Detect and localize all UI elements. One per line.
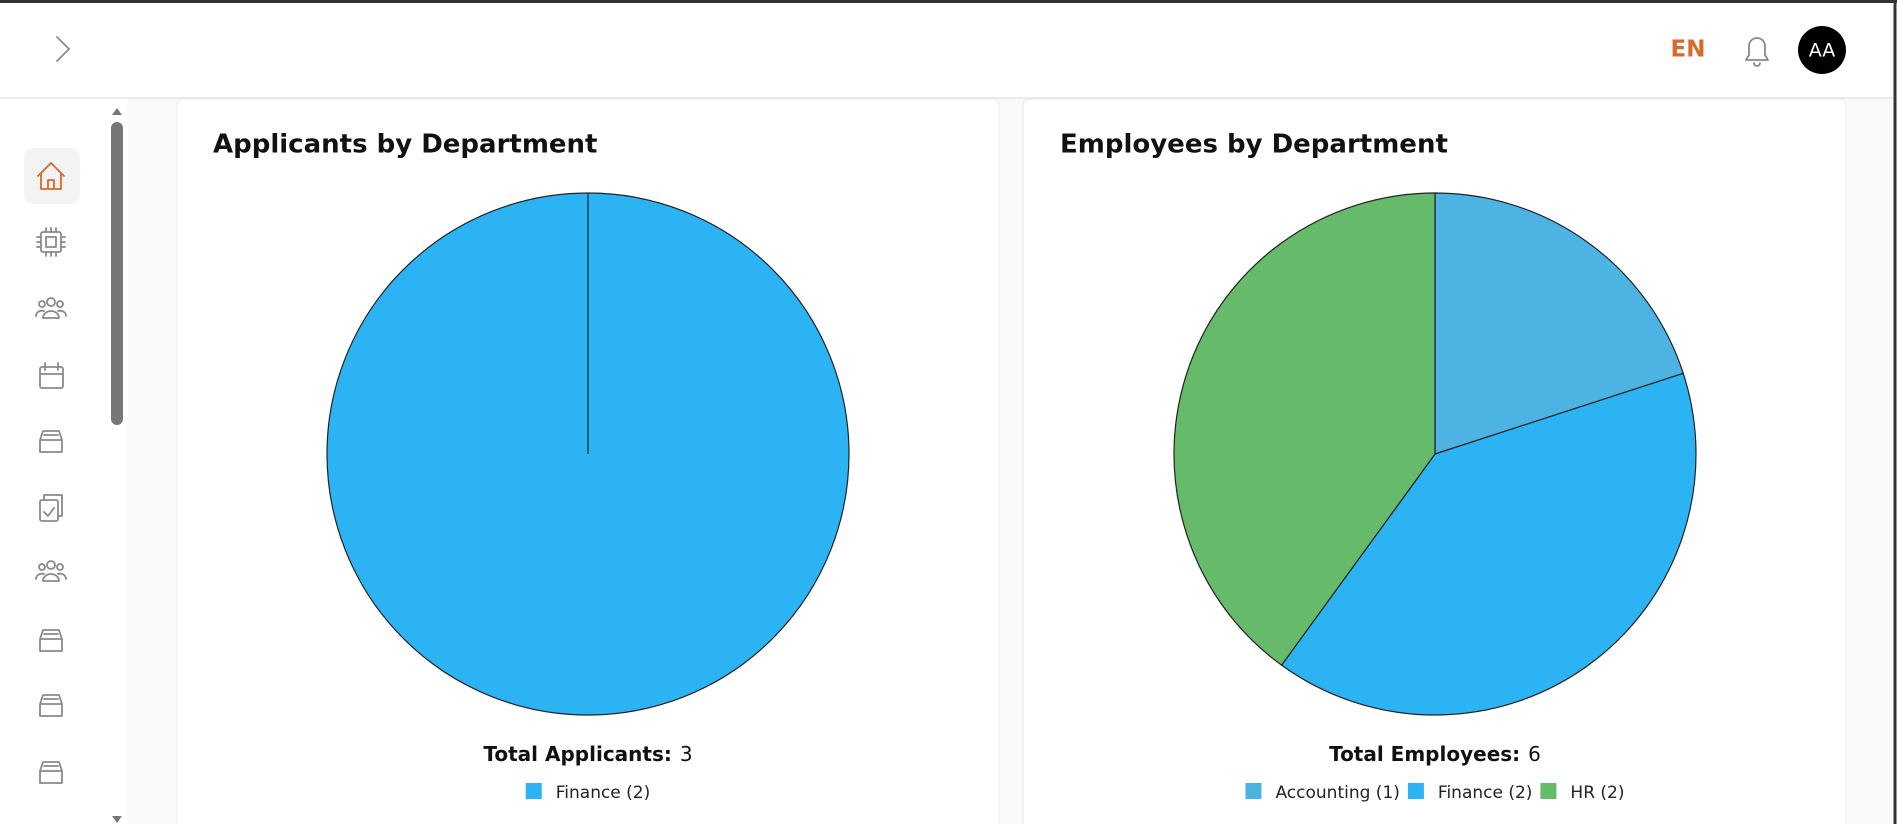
nav-active-bg bbox=[24, 148, 80, 204]
legend-label: Finance (2) bbox=[1438, 783, 1533, 803]
nav-archive-2[interactable] bbox=[39, 629, 63, 652]
language[interactable]: EN bbox=[1671, 37, 1706, 63]
legend-label: HR (2) bbox=[1570, 783, 1624, 803]
nav-archive[interactable] bbox=[39, 430, 63, 453]
legend-label: Accounting (1) bbox=[1275, 783, 1399, 803]
legend-swatch bbox=[525, 783, 542, 799]
legend-label: Finance (2) bbox=[556, 783, 651, 803]
nav-archive-3[interactable] bbox=[39, 694, 63, 717]
legend-swatch bbox=[1407, 783, 1424, 799]
total: Total Applicants: 3 bbox=[483, 742, 692, 766]
notifications[interactable] bbox=[1745, 37, 1769, 67]
total: Total Employees: 6 bbox=[1329, 742, 1541, 766]
expand-sidebar[interactable] bbox=[56, 36, 70, 62]
legend-swatch bbox=[1245, 783, 1262, 799]
pie-slice bbox=[1434, 192, 1684, 455]
pie-slice bbox=[1173, 192, 1436, 666]
legend: Accounting (1) Finance (2) HR (2) bbox=[1245, 783, 1625, 803]
avatar-initials: AA bbox=[1809, 40, 1836, 62]
scroll-up[interactable] bbox=[112, 108, 122, 115]
nav-chip[interactable] bbox=[36, 227, 66, 257]
legend-swatch bbox=[1540, 783, 1557, 799]
nav-team[interactable] bbox=[35, 560, 67, 582]
nav-calendar[interactable] bbox=[39, 362, 64, 389]
scroll-down[interactable] bbox=[112, 816, 122, 823]
total-label: Total Employees: bbox=[1329, 742, 1520, 766]
nav-tasks[interactable] bbox=[39, 494, 63, 522]
nav-archive-4[interactable] bbox=[39, 761, 63, 784]
total-label: Total Applicants: bbox=[483, 742, 671, 766]
nav-home[interactable] bbox=[37, 162, 65, 190]
bell-icon bbox=[1745, 37, 1769, 67]
chart-title: Employees by Department bbox=[1060, 130, 1448, 160]
total-value: 6 bbox=[1528, 742, 1541, 766]
total-value: 3 bbox=[680, 742, 693, 766]
scrollbar-thumb[interactable] bbox=[111, 122, 123, 425]
pie-slice bbox=[1280, 372, 1697, 716]
header bbox=[0, 0, 1897, 98]
legend: Finance (2) bbox=[525, 783, 651, 803]
nav-people[interactable] bbox=[35, 297, 67, 319]
sidebar bbox=[0, 99, 127, 824]
chart-title: Applicants by Department bbox=[213, 130, 598, 160]
avatar[interactable] bbox=[1798, 26, 1846, 74]
